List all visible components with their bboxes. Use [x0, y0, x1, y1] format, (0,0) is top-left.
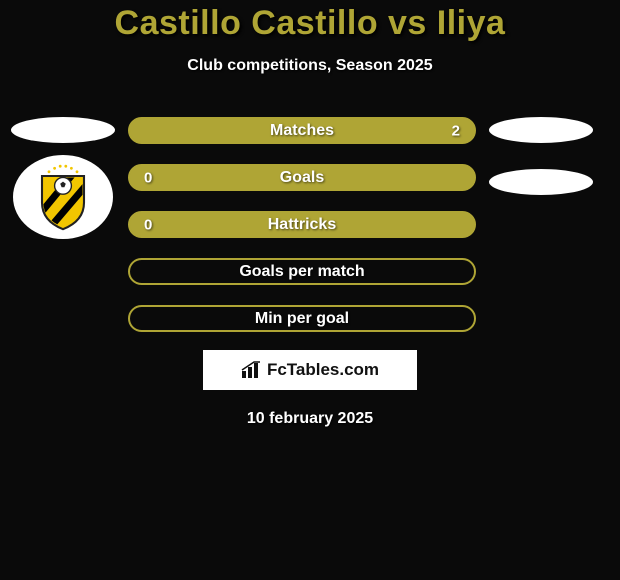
bar-goals-per-match: Goals per match	[128, 258, 476, 285]
date-label: 10 february 2025	[247, 410, 373, 428]
chart-bars-icon	[241, 361, 263, 379]
page-root: Castillo Castillo vs Iliya Club competit…	[0, 0, 620, 580]
club-badge-left	[13, 155, 113, 239]
bar-gpm-label: Goals per match	[239, 263, 364, 281]
club-shield-icon	[28, 162, 98, 232]
bar-hattricks: 0 Hattricks	[128, 211, 476, 238]
bar-goals: 0 Goals	[128, 164, 476, 191]
stat-bars: Matches 2 0 Goals 0 Hattricks Goals per …	[128, 117, 476, 332]
watermark-text: FcTables.com	[267, 360, 379, 380]
bar-matches-label: Matches	[270, 122, 334, 140]
bar-goals-left-value: 0	[144, 169, 152, 186]
left-column	[8, 117, 118, 332]
club-right-placeholder-ellipse	[489, 169, 593, 195]
subtitle: Club competitions, Season 2025	[187, 57, 432, 75]
bar-matches-right-value: 2	[452, 122, 460, 139]
watermark-link[interactable]: FcTables.com	[203, 350, 417, 390]
bar-mpg-label: Min per goal	[255, 310, 349, 328]
page-title: Castillo Castillo vs Iliya	[115, 4, 506, 43]
bar-hattricks-label: Hattricks	[268, 216, 336, 234]
right-column	[486, 117, 596, 332]
player-left-placeholder-ellipse	[11, 117, 115, 143]
bar-goals-label: Goals	[280, 169, 324, 187]
body-row: Matches 2 0 Goals 0 Hattricks Goals per …	[0, 117, 620, 332]
bar-matches: Matches 2	[128, 117, 476, 144]
player-right-placeholder-ellipse	[489, 117, 593, 143]
bar-hattricks-left-value: 0	[144, 216, 152, 233]
bar-min-per-goal: Min per goal	[128, 305, 476, 332]
